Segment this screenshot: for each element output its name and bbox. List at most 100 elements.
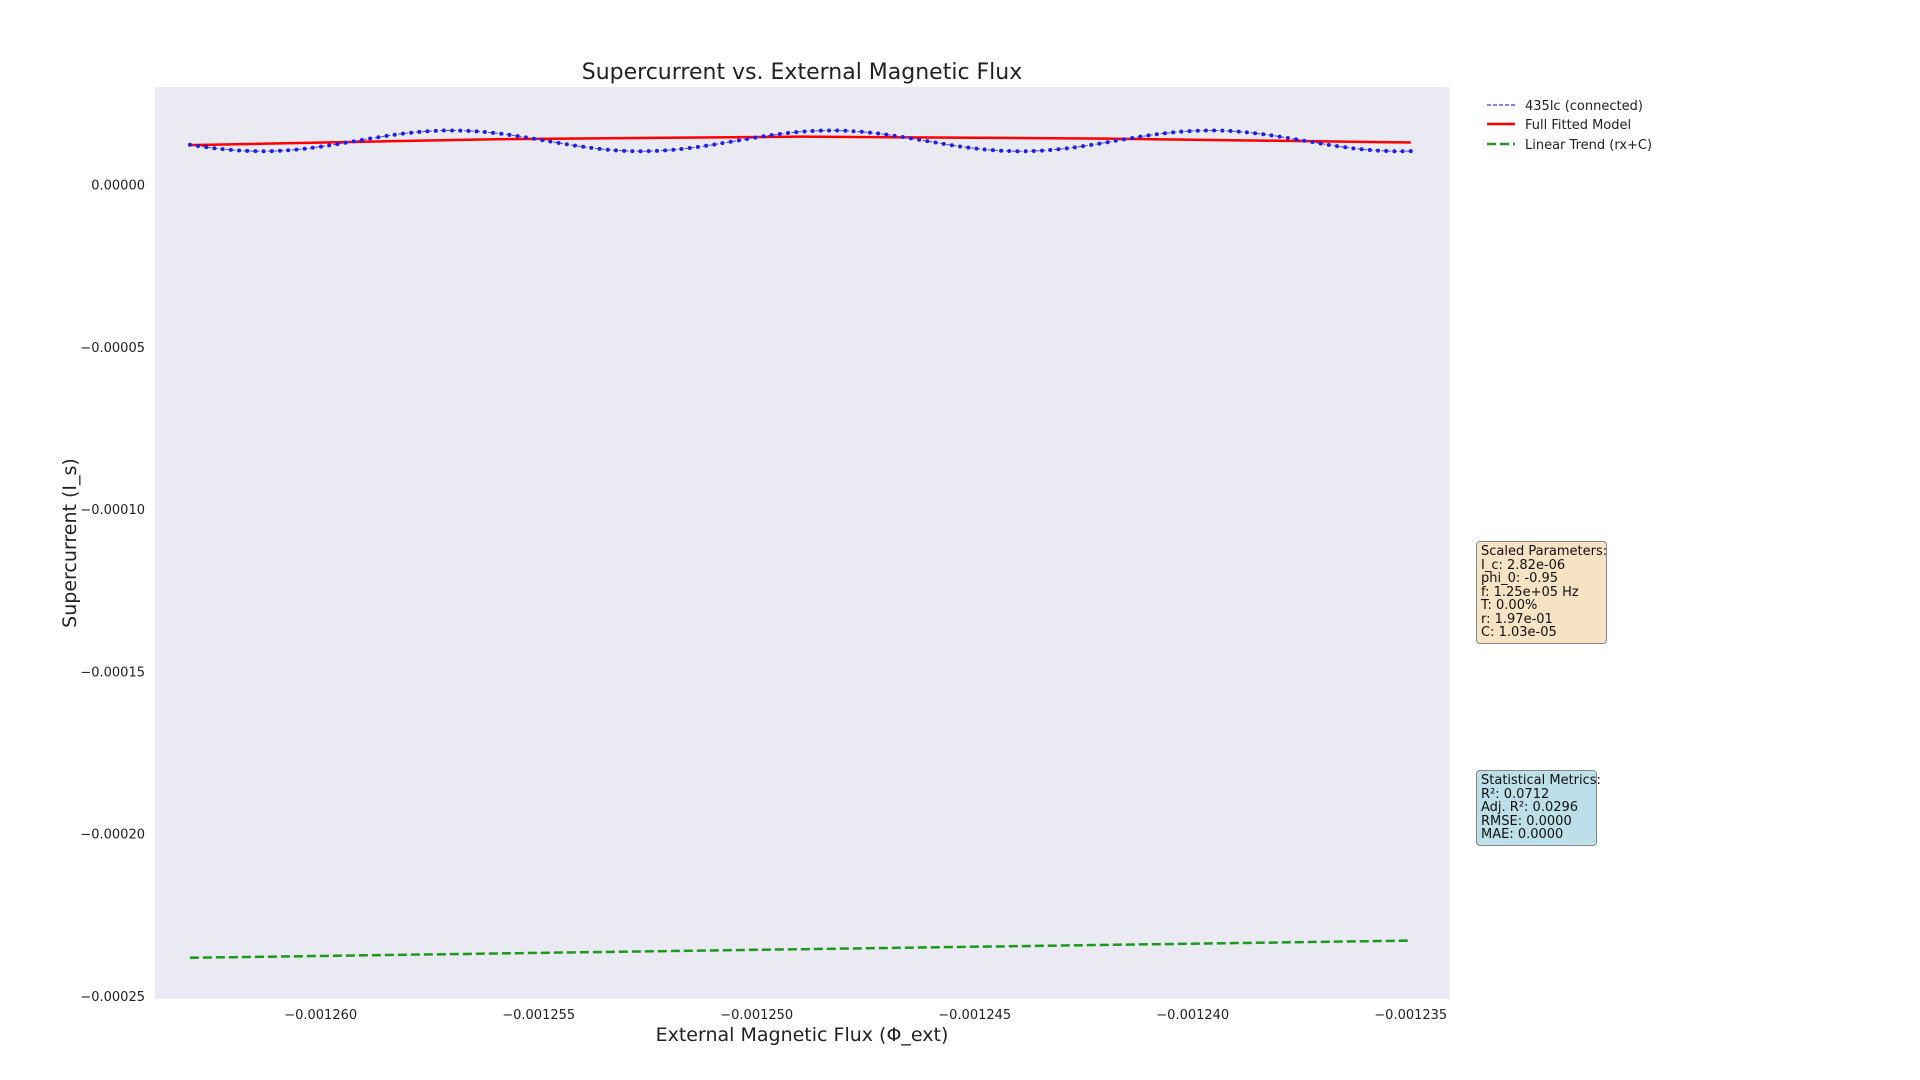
parameter-line: r: 1.97e-01 bbox=[1481, 611, 1553, 627]
data-point bbox=[466, 128, 471, 133]
data-point bbox=[368, 136, 373, 141]
data-point bbox=[786, 130, 791, 135]
y-axis-label: Supercurrent (I_s) bbox=[59, 458, 81, 628]
data-point bbox=[482, 130, 487, 135]
data-point bbox=[802, 129, 807, 134]
data-point bbox=[777, 131, 782, 136]
data-point bbox=[351, 139, 356, 144]
data-point bbox=[1228, 129, 1233, 134]
data-point bbox=[908, 136, 913, 141]
data-point bbox=[671, 147, 676, 152]
data-point bbox=[523, 135, 528, 140]
parameters-annotation-box: Scaled Parameters: I_c: 2.82e-06 phi_0: … bbox=[1476, 541, 1607, 644]
data-point bbox=[1195, 128, 1200, 133]
data-point bbox=[302, 146, 307, 151]
data-point bbox=[1285, 135, 1290, 140]
trend-layer bbox=[189, 939, 1411, 960]
y-tick-label: −0.00020 bbox=[80, 828, 145, 843]
data-point bbox=[663, 148, 668, 153]
data-point bbox=[245, 148, 250, 153]
data-point bbox=[1113, 138, 1118, 143]
y-tick-label: −0.00010 bbox=[80, 503, 145, 518]
data-point bbox=[1294, 137, 1299, 142]
data-point bbox=[1310, 140, 1315, 145]
data-point bbox=[1040, 148, 1045, 153]
data-point bbox=[1277, 134, 1282, 139]
data-point bbox=[966, 145, 971, 150]
data-point bbox=[769, 133, 774, 138]
data-point bbox=[507, 132, 512, 137]
data-point bbox=[1179, 129, 1184, 134]
data-point bbox=[286, 148, 291, 153]
data-point bbox=[278, 148, 283, 153]
data-point bbox=[1351, 146, 1356, 151]
metrics-annotation-box: Statistical Metrics: R²: 0.0712 Adj. R²:… bbox=[1476, 770, 1601, 846]
data-point bbox=[1072, 145, 1077, 150]
data-point bbox=[1056, 147, 1061, 152]
data-point bbox=[745, 136, 750, 141]
data-point bbox=[572, 143, 577, 148]
data-point bbox=[999, 148, 1004, 153]
metric-line: Adj. R²: 0.0296 bbox=[1481, 800, 1579, 815]
x-axis-label: External Magnetic Flux (Φ_ext) bbox=[656, 1024, 949, 1046]
data-point bbox=[990, 148, 995, 153]
data-point bbox=[433, 128, 438, 133]
metrics-title: Statistical Metrics: bbox=[1481, 773, 1601, 788]
legend-label-data: 435lc (connected) bbox=[1525, 99, 1643, 114]
data-point bbox=[400, 131, 405, 136]
data-point bbox=[187, 142, 192, 147]
data-point bbox=[982, 147, 987, 152]
legend-label-fit: Full Fitted Model bbox=[1525, 118, 1631, 133]
legend: 435lc (connected) Full Fitted Model Line… bbox=[1487, 99, 1652, 153]
data-point bbox=[1048, 148, 1053, 153]
data-point bbox=[638, 149, 643, 154]
data-point bbox=[417, 129, 422, 134]
parameter-line: phi_0: -0.95 bbox=[1481, 571, 1559, 586]
data-point bbox=[343, 140, 348, 145]
data-point bbox=[1138, 134, 1143, 139]
data-point bbox=[1031, 148, 1036, 153]
parameters-title: Scaled Parameters: bbox=[1481, 544, 1608, 559]
data-point bbox=[1384, 148, 1389, 153]
data-point bbox=[1359, 147, 1364, 152]
data-point bbox=[605, 147, 610, 152]
data-point bbox=[581, 144, 586, 149]
linear-trend-line bbox=[189, 939, 1411, 960]
data-layer bbox=[187, 128, 1413, 154]
data-point bbox=[409, 130, 414, 135]
data-point bbox=[1302, 138, 1307, 143]
data-point bbox=[704, 143, 709, 148]
data-point bbox=[450, 128, 455, 133]
data-point bbox=[376, 135, 381, 140]
data-point bbox=[843, 128, 848, 133]
data-point bbox=[826, 128, 831, 133]
data-point bbox=[630, 149, 635, 154]
data-point bbox=[613, 148, 618, 153]
y-axis-ticks: 0.00000 −0.00005 −0.00010 −0.00015 −0.00020 −… bbox=[80, 179, 145, 1005]
data-point bbox=[835, 128, 840, 133]
chart-title: Supercurrent vs. External Magnetic Flux bbox=[582, 60, 1023, 85]
data-point bbox=[597, 146, 602, 151]
data-point bbox=[818, 128, 823, 133]
data-point bbox=[269, 149, 274, 154]
data-point bbox=[1244, 130, 1249, 135]
x-tick-label: −0.001255 bbox=[502, 1008, 575, 1023]
data-point bbox=[335, 142, 340, 147]
data-point bbox=[1392, 149, 1397, 154]
data-point bbox=[1121, 137, 1126, 142]
data-point bbox=[1343, 145, 1348, 150]
data-point bbox=[1089, 142, 1094, 147]
data-point bbox=[359, 137, 364, 142]
data-point bbox=[253, 149, 258, 154]
legend-label-trend: Linear Trend (rx+C) bbox=[1525, 138, 1652, 153]
plot-area bbox=[155, 87, 1450, 999]
data-point bbox=[499, 131, 504, 136]
data-point bbox=[761, 134, 766, 139]
data-point bbox=[589, 145, 594, 150]
data-point bbox=[884, 132, 889, 137]
data-point bbox=[736, 138, 741, 143]
y-tick-label: 0.00000 bbox=[91, 179, 145, 194]
data-point bbox=[867, 130, 872, 135]
data-point bbox=[1375, 148, 1380, 153]
data-point bbox=[1335, 144, 1340, 149]
